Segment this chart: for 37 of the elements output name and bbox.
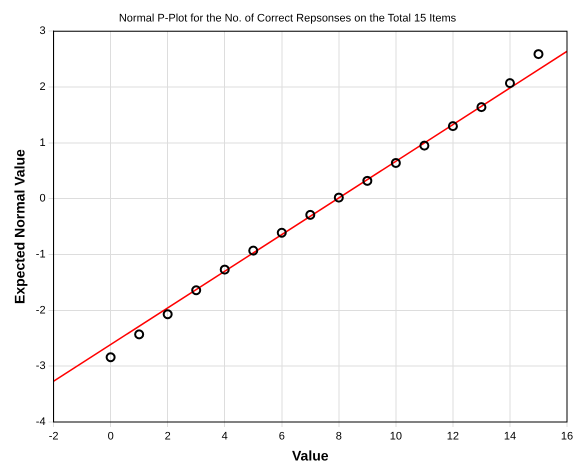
y-tick-label: 2 xyxy=(39,81,46,94)
point xyxy=(419,140,430,151)
x-tick-label: 0 xyxy=(108,430,114,443)
y-tick-label: -3 xyxy=(36,360,46,372)
x-tick-label: 8 xyxy=(336,430,342,443)
point xyxy=(106,352,116,362)
y-tick-label: 1 xyxy=(39,136,46,149)
y-axis-title: Expected Normal Value xyxy=(11,148,28,304)
y-tick-label: -2 xyxy=(36,304,46,316)
x-tick-label: 4 xyxy=(222,430,228,443)
point xyxy=(476,102,486,112)
point xyxy=(504,78,515,88)
point xyxy=(134,329,144,340)
y-tick-label: 0 xyxy=(39,192,46,205)
point xyxy=(220,264,230,275)
x-axis-title: Value xyxy=(292,447,329,464)
y-tick-label: -4 xyxy=(36,416,46,428)
point xyxy=(305,210,316,220)
point xyxy=(276,228,287,238)
x-tick-label: 2 xyxy=(164,430,171,443)
x-tick-label: -2 xyxy=(48,430,58,443)
point xyxy=(533,49,544,60)
point xyxy=(448,121,458,132)
chart-title: Normal P-Plot for the No. of Correct Repsonses on the Total 15 Items xyxy=(118,12,457,25)
y-tick-label: 3 xyxy=(39,25,46,38)
y-tick-label: -1 xyxy=(36,248,46,261)
point xyxy=(334,192,344,203)
point xyxy=(248,246,258,256)
x-tick-label: 14 xyxy=(504,430,516,443)
x-tick-label: 10 xyxy=(390,430,402,443)
x-tick-label: 12 xyxy=(446,430,460,443)
point xyxy=(191,285,202,296)
point xyxy=(390,158,401,168)
point xyxy=(162,309,173,320)
x-tick-label: 6 xyxy=(278,430,285,443)
x-tick-label: 16 xyxy=(560,430,574,443)
point xyxy=(362,176,372,186)
